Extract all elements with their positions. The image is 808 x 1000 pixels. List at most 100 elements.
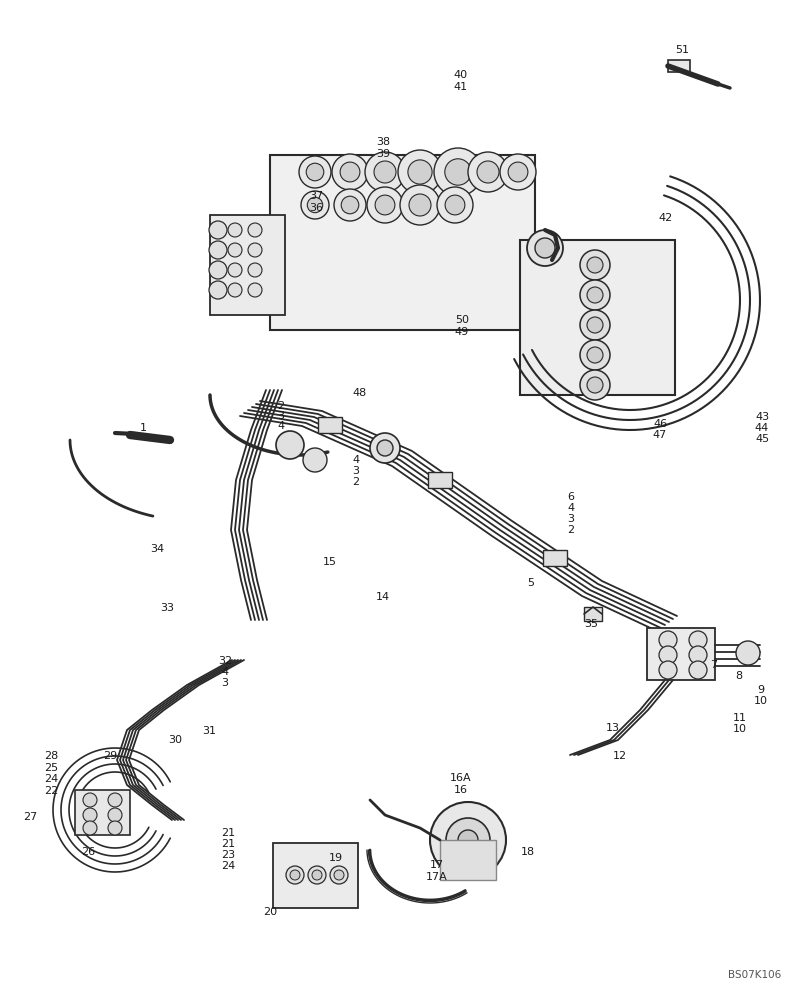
Circle shape bbox=[248, 283, 262, 297]
Circle shape bbox=[365, 152, 405, 192]
Text: 23: 23 bbox=[221, 850, 235, 860]
Circle shape bbox=[290, 870, 300, 880]
Text: 42: 42 bbox=[659, 213, 673, 223]
Circle shape bbox=[398, 150, 442, 194]
Text: 13: 13 bbox=[606, 723, 620, 733]
Text: 49: 49 bbox=[455, 327, 469, 337]
Text: 39: 39 bbox=[376, 149, 390, 159]
Text: 20: 20 bbox=[263, 907, 277, 917]
Text: 47: 47 bbox=[653, 430, 667, 440]
Bar bbox=[668, 60, 690, 72]
Bar bbox=[75, 790, 130, 835]
Text: 8: 8 bbox=[735, 671, 743, 681]
Text: 46: 46 bbox=[653, 419, 667, 429]
Text: 25: 25 bbox=[44, 763, 58, 773]
Circle shape bbox=[409, 194, 431, 216]
Circle shape bbox=[334, 189, 366, 221]
Circle shape bbox=[108, 793, 122, 807]
Text: 21: 21 bbox=[221, 828, 235, 838]
Circle shape bbox=[367, 187, 403, 223]
Text: 29: 29 bbox=[103, 751, 117, 761]
Text: 4: 4 bbox=[352, 455, 360, 465]
Circle shape bbox=[209, 281, 227, 299]
Circle shape bbox=[209, 261, 227, 279]
Circle shape bbox=[587, 257, 603, 273]
Circle shape bbox=[341, 196, 359, 214]
Text: 21: 21 bbox=[221, 839, 235, 849]
Text: 9: 9 bbox=[757, 685, 764, 695]
Circle shape bbox=[286, 866, 304, 884]
Circle shape bbox=[408, 160, 432, 184]
Circle shape bbox=[306, 163, 324, 181]
Circle shape bbox=[228, 263, 242, 277]
Circle shape bbox=[580, 370, 610, 400]
Text: 48: 48 bbox=[353, 388, 367, 398]
Circle shape bbox=[307, 197, 322, 213]
Bar bbox=[270, 155, 535, 330]
Circle shape bbox=[689, 646, 707, 664]
Text: 38: 38 bbox=[376, 137, 390, 147]
Text: 16A: 16A bbox=[450, 773, 472, 783]
Text: 24: 24 bbox=[221, 861, 235, 871]
Text: 43: 43 bbox=[755, 412, 769, 422]
Text: 44: 44 bbox=[755, 423, 769, 433]
Text: BS07K106: BS07K106 bbox=[728, 970, 781, 980]
Circle shape bbox=[659, 646, 677, 664]
Circle shape bbox=[659, 661, 677, 679]
Circle shape bbox=[689, 661, 707, 679]
Circle shape bbox=[580, 340, 610, 370]
Text: 27: 27 bbox=[23, 812, 37, 822]
Circle shape bbox=[299, 156, 331, 188]
Text: 35: 35 bbox=[584, 619, 598, 629]
Circle shape bbox=[535, 238, 555, 258]
Circle shape bbox=[228, 243, 242, 257]
Circle shape bbox=[334, 870, 344, 880]
Bar bbox=[273, 843, 358, 908]
Text: 4: 4 bbox=[277, 421, 284, 431]
Circle shape bbox=[83, 821, 97, 835]
Text: 19: 19 bbox=[329, 853, 343, 863]
Text: 34: 34 bbox=[150, 544, 164, 554]
Text: 5: 5 bbox=[528, 578, 535, 588]
Circle shape bbox=[228, 283, 242, 297]
Circle shape bbox=[370, 433, 400, 463]
Bar bbox=[318, 417, 342, 433]
Bar bbox=[520, 240, 675, 395]
Text: 22: 22 bbox=[44, 786, 58, 796]
Bar bbox=[428, 472, 452, 488]
Circle shape bbox=[434, 148, 482, 196]
Text: 33: 33 bbox=[160, 603, 174, 613]
Text: 4: 4 bbox=[221, 667, 229, 677]
Circle shape bbox=[308, 866, 326, 884]
Circle shape bbox=[248, 243, 262, 257]
Text: 17: 17 bbox=[430, 860, 444, 870]
Text: 10: 10 bbox=[733, 724, 747, 734]
Text: 17A: 17A bbox=[426, 872, 448, 882]
Circle shape bbox=[580, 310, 610, 340]
Text: 50: 50 bbox=[455, 315, 469, 325]
Bar bbox=[440, 840, 496, 880]
Circle shape bbox=[444, 159, 471, 185]
Text: 32: 32 bbox=[218, 656, 232, 666]
Text: 24: 24 bbox=[44, 774, 58, 784]
Circle shape bbox=[209, 241, 227, 259]
Text: 12: 12 bbox=[613, 751, 627, 761]
Circle shape bbox=[587, 317, 603, 333]
Text: 3: 3 bbox=[352, 466, 360, 476]
Circle shape bbox=[248, 223, 262, 237]
Circle shape bbox=[330, 866, 348, 884]
Circle shape bbox=[303, 448, 327, 472]
Circle shape bbox=[377, 440, 393, 456]
Circle shape bbox=[209, 221, 227, 239]
Text: 7: 7 bbox=[710, 660, 718, 670]
Circle shape bbox=[527, 230, 563, 266]
Circle shape bbox=[375, 195, 395, 215]
Circle shape bbox=[108, 808, 122, 822]
Circle shape bbox=[276, 431, 304, 459]
Circle shape bbox=[332, 154, 368, 190]
Circle shape bbox=[659, 631, 677, 649]
Circle shape bbox=[430, 802, 506, 878]
Text: 30: 30 bbox=[168, 735, 182, 745]
Circle shape bbox=[400, 185, 440, 225]
Text: 14: 14 bbox=[376, 592, 390, 602]
